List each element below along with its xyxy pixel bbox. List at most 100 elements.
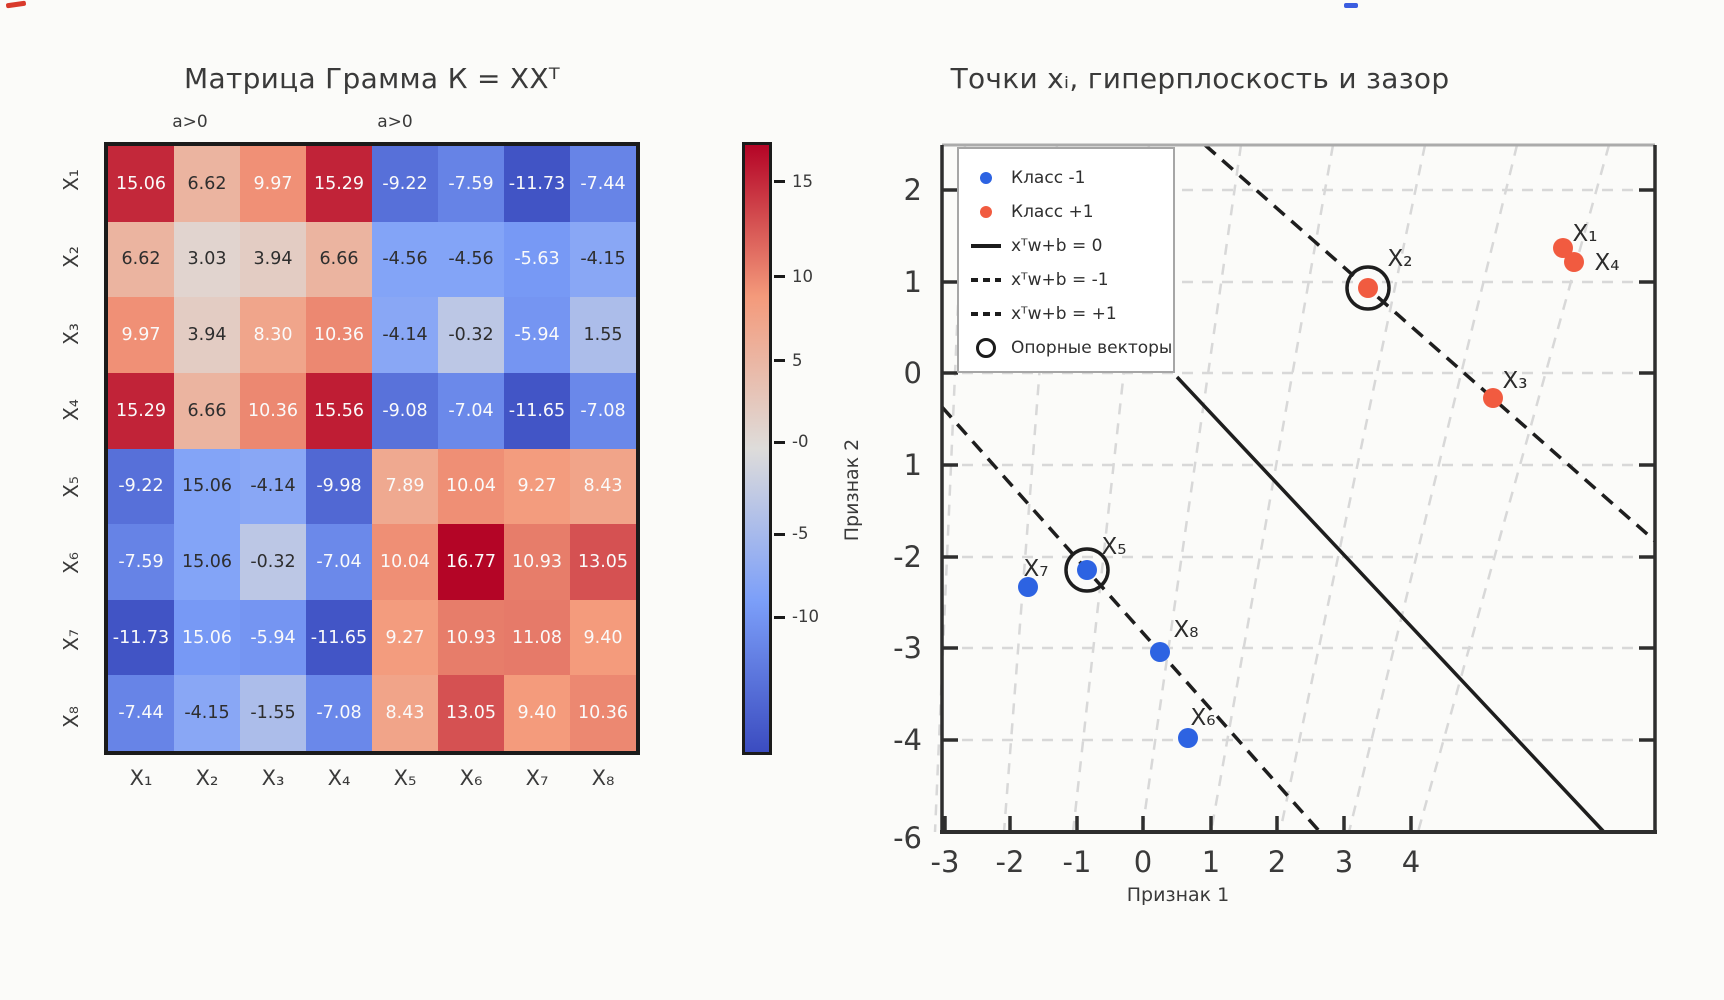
gram-cell-3-2: 3.94	[174, 297, 240, 373]
legend-label-1: Класс +1	[1011, 202, 1094, 222]
support-vector-ring-X₅	[1064, 547, 1110, 593]
gram-cell-3-7: -5.94	[504, 297, 570, 373]
gram-cell-2-5: -4.56	[372, 221, 438, 298]
scatter-title: Точки xᵢ, гиперплоскость и зазор	[950, 62, 1450, 95]
colorbar	[742, 142, 772, 755]
data-points: X₁ X₄ X₂ X₃ X₅ X₇ X₈ X₆	[1018, 221, 1619, 748]
colorbar-tick-mark-0	[774, 180, 785, 184]
colorbar-tick-mark-3	[774, 440, 785, 444]
gram-cell-7-5: 9.27	[372, 599, 438, 676]
gram-cell-3-8: 1.55	[570, 297, 636, 373]
gram-cell-4-3: 10.36	[240, 372, 306, 449]
data-point-X₈	[1150, 642, 1170, 662]
gram-cell-4-5: -9.08	[372, 372, 438, 449]
gram-cell-5-1: -9.22	[108, 448, 174, 525]
gram-cell-1-3: 9.97	[240, 146, 306, 222]
y-tick-label-2: 0	[904, 356, 922, 390]
point-label-X₇: X₇	[1024, 556, 1049, 582]
legend-box: Класс -1 Класс +1 xᵀw+b = 0 xᵀw+b = -1 xᵀw+b…	[957, 147, 1175, 373]
grid-v-7	[1416, 144, 1611, 833]
gram-matrix-title: Матрица Грамма К = XXᵀ	[184, 62, 560, 95]
y-axis-label: Признак 2	[841, 438, 863, 542]
grid-v-6	[1347, 144, 1519, 833]
gram-cell-7-3: -5.94	[240, 599, 306, 676]
colorbar-tick-label-0: 15	[792, 171, 813, 191]
gram-cell-6-1: -7.59	[108, 524, 174, 600]
gram-cell-4-1: 15.29	[108, 372, 174, 449]
colorbar-tick-label-3: -0	[792, 432, 809, 452]
legend-item-0: Класс -1	[969, 161, 1173, 195]
x-tick-label-4: 1	[1202, 845, 1220, 879]
data-point-X₄	[1564, 252, 1584, 272]
gram-cell-6-3: -0.32	[240, 524, 306, 600]
x-tick-label-2: -1	[1063, 845, 1092, 879]
colorbar-tick-mark-5	[774, 615, 785, 619]
gram-cell-4-4: 15.56	[306, 372, 372, 449]
gram-cell-2-1: 6.62	[108, 221, 174, 298]
support-vector-ring-X₂	[1345, 265, 1391, 311]
legend-dashed-line-swatch	[971, 278, 1001, 282]
legend-item-2: xᵀw+b = 0	[969, 229, 1173, 263]
gram-cell-1-4: 15.29	[306, 146, 372, 222]
grid-v-1	[1002, 144, 1059, 833]
legend-marker-solid	[969, 244, 1003, 248]
legend-marker-ring	[969, 338, 1003, 358]
gram-col-label-6: X₆	[459, 766, 483, 790]
legend-label-0: Класс -1	[1011, 168, 1086, 188]
y-tick-label-5: -3	[893, 631, 922, 665]
point-label-X₅: X₅	[1102, 534, 1127, 560]
point-label-X₃: X₃	[1503, 368, 1528, 394]
axis-ticks: -3 -2 -1 0 1 2 3 4 2 1 0 1 -2 -3 -4 -6	[893, 173, 1655, 879]
gram-cell-8-7: 9.40	[504, 675, 570, 751]
gram-cell-6-2: 15.06	[174, 524, 240, 600]
gram-col-label-7: X₇	[525, 766, 549, 790]
gram-cell-2-8: -4.15	[570, 221, 636, 298]
x-tick-label-3: 0	[1134, 845, 1152, 879]
gram-cell-3-5: -4.14	[372, 297, 438, 373]
gram-cell-1-8: -7.44	[570, 146, 636, 222]
gram-cell-7-6: 10.93	[438, 599, 504, 676]
gram-cell-5-5: 7.89	[372, 448, 438, 525]
grid-v-5	[1278, 144, 1427, 833]
colorbar-tick-label-1: 10	[792, 266, 813, 286]
colorbar-tick-label-5: -10	[792, 607, 819, 627]
margin-line-minus-1	[940, 405, 1322, 834]
gram-cell-3-1: 9.97	[108, 297, 174, 373]
gram-cell-8-1: -7.44	[108, 675, 174, 751]
gram-col-label-8: X₈	[591, 766, 615, 790]
gram-cell-6-8: 13.05	[570, 524, 636, 600]
grid-v-4	[1209, 144, 1335, 833]
legend-label-2: xᵀw+b = 0	[1011, 236, 1103, 256]
point-label-X₁: X₁	[1573, 221, 1598, 247]
gram-cell-3-3: 8.30	[240, 297, 306, 373]
legend-dashed-line-swatch	[971, 312, 1001, 316]
gram-cell-2-7: -5.63	[504, 221, 570, 298]
x-tick-label-5: 2	[1268, 845, 1286, 879]
point-label-X₈: X₈	[1174, 617, 1199, 643]
colorbar-tick-mark-2	[774, 359, 785, 363]
point-label-X₆: X₆	[1191, 705, 1216, 731]
colorbar-tick-label-4: -5	[792, 524, 809, 544]
margin-line-plus-1	[1203, 143, 1657, 543]
gram-cell-1-7: -11.73	[504, 146, 570, 222]
hyperplane-line	[1175, 375, 1606, 834]
legend-item-1: Класс +1	[969, 195, 1173, 229]
colorbar-tick-label-2: 5	[792, 350, 803, 370]
y-tick-label-4: -2	[893, 540, 922, 574]
gram-cell-4-7: -11.65	[504, 372, 570, 449]
gram-cell-6-7: 10.93	[504, 524, 570, 600]
legend-marker-dot	[969, 206, 1003, 218]
point-label-X₂: X₂	[1388, 246, 1413, 272]
gram-cell-7-8: 9.40	[570, 599, 636, 676]
gram-cell-5-8: 8.43	[570, 448, 636, 525]
legend-dot-swatch	[980, 172, 992, 184]
gram-cell-5-2: 15.06	[174, 448, 240, 525]
stray-mark-blue	[1344, 3, 1358, 8]
y-tick-label-1: 1	[904, 265, 922, 299]
y-tick-label-6: -4	[893, 723, 922, 757]
gram-cell-1-5: -9.22	[372, 146, 438, 222]
gram-cell-6-4: -7.04	[306, 524, 372, 600]
gram-cell-6-6: 16.77	[438, 524, 504, 600]
gram-cell-3-4: 10.36	[306, 297, 372, 373]
